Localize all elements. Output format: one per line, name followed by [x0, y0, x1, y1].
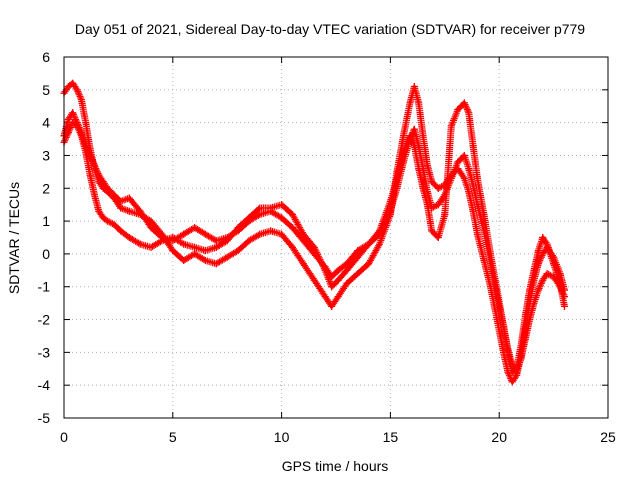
- grid-lines: [64, 57, 608, 418]
- y-tick-label: -4: [38, 377, 51, 393]
- series-markers: [60, 99, 568, 376]
- y-tick-label: 0: [42, 246, 50, 262]
- x-tick-label: 20: [491, 429, 507, 445]
- y-tick-label: 5: [42, 82, 50, 98]
- axis-ticks: [63, 56, 609, 419]
- x-tick-label: 5: [169, 429, 177, 445]
- data-points: [60, 79, 568, 386]
- x-axis-label: GPS time / hours: [282, 458, 389, 474]
- y-tick-label: -2: [38, 312, 51, 328]
- y-tick-label: 2: [42, 180, 50, 196]
- y-tick-label: 4: [42, 115, 50, 131]
- y-tick-label: 6: [42, 49, 50, 65]
- y-axis-label: SDTVAR / TECUs: [6, 182, 22, 294]
- series-trace-2: [60, 79, 568, 386]
- y-tick-label: 1: [42, 213, 50, 229]
- y-tick-label: -1: [38, 279, 51, 295]
- x-tick-label: 10: [274, 429, 290, 445]
- y-tick-label: -5: [38, 410, 51, 426]
- chart-title: Day 051 of 2021, Sidereal Day-to-day VTE…: [75, 21, 585, 37]
- tick-labels: 0 5 10 15 20 25 -5 -4 -3 -2 -1 0 1 2 3 4 5 6: [38, 49, 616, 445]
- plot-frame: [63, 56, 609, 419]
- series-trace-3: [60, 99, 568, 376]
- series-markers: [60, 79, 568, 386]
- y-tick-label: -3: [38, 344, 51, 360]
- y-tick-label: 3: [42, 147, 50, 163]
- x-tick-label: 25: [600, 429, 616, 445]
- x-tick-label: 15: [383, 429, 399, 445]
- x-tick-label: 0: [60, 429, 68, 445]
